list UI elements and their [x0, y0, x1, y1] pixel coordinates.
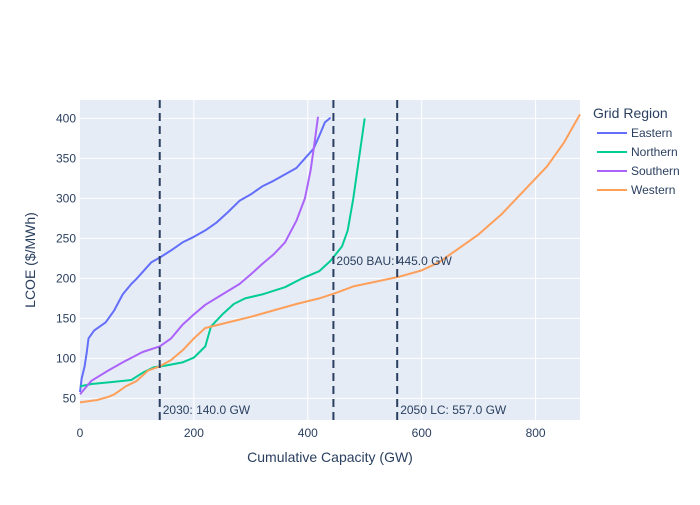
- axis-ticks: 0 200 400 600 800 50 100 150 200 250 300 350 400: [56, 111, 546, 440]
- series-line-northern: [79, 118, 366, 388]
- legend-item-southern: Southern: [631, 164, 680, 178]
- x-axis-title: Cumulative Capacity (GW): [247, 449, 413, 465]
- y-tick-label: 150: [56, 311, 76, 325]
- y-tick-label: 200: [56, 271, 76, 285]
- x-tick-label: 800: [526, 426, 546, 440]
- grid: [80, 100, 580, 420]
- x-tick-label: 600: [412, 426, 432, 440]
- x-tick-label: 400: [298, 426, 318, 440]
- reference-label: 2050 LC: 557.0 GW: [400, 403, 507, 417]
- y-tick-label: 50: [63, 391, 77, 405]
- legend-item-northern: Northern: [631, 145, 678, 159]
- y-axis-title: LCOE ($/MWh): [22, 212, 38, 308]
- series-lines: [79, 113, 581, 404]
- legend-title: Grid Region: [593, 105, 668, 121]
- reference-label: 2030: 140.0 GW: [163, 403, 251, 417]
- reference-lines: 2030: 140.0 GW 2050 BAU: 445.0 GW 2050 LC:…: [158, 100, 507, 420]
- y-tick-label: 100: [56, 351, 76, 365]
- legend-item-western: Western: [631, 183, 675, 197]
- reference-label: 2050 BAU: 445.0 GW: [336, 254, 452, 268]
- series-line-western: [79, 113, 581, 404]
- x-tick-label: 0: [77, 426, 84, 440]
- legend-item-eastern: Eastern: [631, 126, 672, 140]
- y-tick-label: 300: [56, 191, 76, 205]
- x-tick-label: 200: [184, 426, 204, 440]
- y-tick-label: 350: [56, 151, 76, 165]
- y-tick-label: 250: [56, 231, 76, 245]
- y-tick-label: 400: [56, 111, 76, 125]
- series-line-southern: [79, 116, 319, 396]
- legend[interactable]: Grid Region Eastern Northern Southern Weste…: [593, 105, 680, 197]
- series-line-eastern: [79, 116, 332, 393]
